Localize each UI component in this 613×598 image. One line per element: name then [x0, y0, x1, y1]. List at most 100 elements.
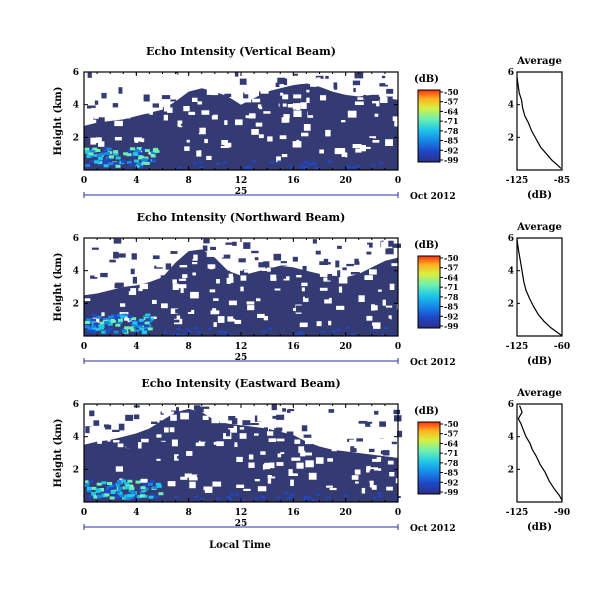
colorbar-tick-label: -85: [444, 468, 458, 478]
average-x-label: (dB): [527, 522, 552, 533]
colorbar-tick-label: -85: [444, 136, 458, 146]
y-tick-label: 2: [73, 465, 79, 475]
colorbar-tick-label: -92: [444, 145, 458, 155]
x-tick-label: 4: [133, 342, 139, 352]
colorbar-tick-label: -64: [444, 106, 459, 116]
average-y-tick-label: 6: [508, 234, 514, 244]
strong-echo-band: [84, 313, 394, 337]
date-label: Oct 2012: [410, 358, 456, 368]
y-tick-label: 4: [73, 433, 79, 443]
average-y-tick-label: 2: [508, 133, 514, 143]
average-y-tick-label: 4: [508, 267, 514, 277]
x-tick-label: 20: [339, 342, 352, 352]
y-axis-label: Height (km): [53, 419, 64, 488]
average-x-label: (dB): [527, 190, 552, 201]
colorbar-tick-label: -50: [444, 87, 459, 97]
colorbar-tick-label: -50: [444, 419, 459, 429]
colorbar-tick-label: -50: [444, 253, 459, 263]
x-tick-label: 0: [81, 508, 87, 518]
average-profile-line: [516, 76, 562, 169]
average-title: Average: [516, 388, 562, 399]
y-tick-label: 2: [73, 299, 79, 309]
colorbar: [417, 255, 441, 329]
date-label: Oct 2012: [410, 524, 456, 534]
average-profile-line: [517, 405, 563, 501]
panel-2: Echo Intensity (Northward Beam) Height (k…: [53, 211, 570, 368]
average-x-tick-label: -125: [506, 342, 529, 352]
x-tick-label: 16: [287, 508, 300, 518]
average-y-tick-label: 2: [508, 465, 514, 475]
colorbar-tick-label: -78: [444, 126, 459, 136]
x-tick-label: 12: [235, 176, 248, 186]
colorbar-tick-label: -99: [444, 155, 459, 165]
colorbar-tick-label: -64: [444, 438, 459, 448]
x-tick-label: 0: [395, 176, 401, 186]
x-tick-label: 12: [235, 508, 248, 518]
x-tick-label: 8: [186, 176, 192, 186]
day-label: 25: [235, 519, 248, 529]
colorbar-tick-label: -92: [444, 477, 458, 487]
colorbar-tick-label: -71: [444, 448, 458, 458]
average-y-tick-label: 6: [508, 68, 514, 78]
average-y-tick-label: 6: [508, 400, 514, 410]
echo-region: [84, 249, 398, 336]
x-tick-label: 12: [235, 342, 248, 352]
x-tick-label: 0: [395, 342, 401, 352]
average-profile-line: [516, 239, 562, 336]
average-title: Average: [516, 222, 562, 233]
colorbar-tick-label: -78: [444, 458, 459, 468]
colorbar-tick-label: -71: [444, 116, 458, 126]
panel-3: Echo Intensity (Eastward Beam) Height (km…: [53, 377, 570, 534]
panel-title: Echo Intensity (Vertical Beam): [146, 45, 336, 58]
average-x-tick-label: -90: [554, 508, 570, 518]
y-tick-label: 2: [73, 133, 79, 143]
day-label: 25: [235, 353, 248, 363]
colorbar-tick-label: -57: [444, 263, 458, 273]
x-tick-label: 16: [287, 342, 300, 352]
average-x-tick-label: -125: [506, 176, 529, 186]
x-tick-label: 16: [287, 176, 300, 186]
colorbar-unit: (dB): [414, 74, 439, 85]
echo-region: [84, 83, 398, 170]
x-tick-label: 8: [186, 508, 192, 518]
average-y-tick-label: 2: [508, 299, 514, 309]
colorbar-tick-label: -71: [444, 282, 458, 292]
x-tick-label: 0: [81, 176, 87, 186]
x-tick-label: 4: [133, 508, 139, 518]
x-tick-label: 0: [395, 508, 401, 518]
colorbar-unit: (dB): [414, 406, 439, 417]
average-x-tick-label: -125: [506, 508, 529, 518]
average-x-tick-label: -60: [554, 342, 570, 352]
colorbar-tick-label: -57: [444, 97, 458, 107]
panel-title: Echo Intensity (Eastward Beam): [141, 377, 340, 390]
colorbar-tick-label: -64: [444, 272, 459, 282]
y-axis-label: Height (km): [53, 87, 64, 156]
colorbar-tick-label: -99: [444, 487, 459, 497]
y-axis-label: Height (km): [53, 253, 64, 322]
colorbar-tick-label: -78: [444, 292, 459, 302]
y-tick-label: 4: [73, 267, 79, 277]
y-tick-label: 6: [73, 234, 79, 244]
y-tick-label: 4: [73, 101, 79, 111]
day-label: 25: [235, 187, 248, 197]
x-tick-label: 8: [186, 342, 192, 352]
average-x-label: (dB): [527, 356, 552, 367]
x-tick-label: 4: [133, 176, 139, 186]
average-frame: [516, 71, 563, 171]
average-frame: [516, 403, 563, 503]
x-tick-label: 20: [339, 176, 352, 186]
colorbar-unit: (dB): [414, 240, 439, 251]
echo-speckle: [84, 238, 404, 329]
strong-echo-band: [84, 479, 401, 503]
average-frame: [516, 237, 563, 337]
average-x-tick-label: -85: [554, 176, 570, 186]
colorbar-tick-label: -57: [444, 429, 458, 439]
x-axis-title: Local Time: [209, 540, 271, 551]
date-label: Oct 2012: [410, 192, 456, 202]
x-tick-label: 0: [81, 342, 87, 352]
strong-echo-band: [84, 147, 384, 169]
colorbar-tick-label: -92: [444, 311, 458, 321]
panel-title: Echo Intensity (Northward Beam): [137, 211, 346, 224]
average-y-tick-label: 4: [508, 101, 514, 111]
